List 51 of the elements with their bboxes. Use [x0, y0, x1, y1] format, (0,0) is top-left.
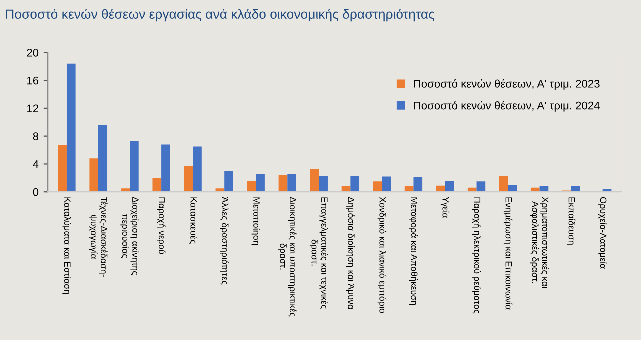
bar [414, 177, 423, 192]
legend-label: Ποσοστό κενών θέσεων, Α' τριμ. 2024 [414, 101, 600, 112]
bar [319, 176, 328, 192]
x-tick-label: Χρηματοπιστωτικές και Ασφαλιστικές δραστ. [530, 197, 550, 288]
y-tick-label: 16 [28, 76, 39, 85]
bar [310, 169, 320, 192]
y-tick-label: 8 [33, 132, 39, 140]
x-tick-label: Μεταφορά και Αποθήκευση [409, 198, 418, 306]
bar [152, 178, 162, 192]
bar [445, 180, 454, 192]
bar [288, 174, 296, 192]
bar [499, 176, 508, 192]
bar [373, 182, 382, 192]
x-tick-label: Διαχείριση ακίνητης περιουσίας [120, 197, 140, 276]
chart-title: Ποσοστό κενών θέσεων εργασίας ανά κλάδο οικονομικής δραστηριότητας [6, 8, 435, 22]
x-tick-label: Καταλύματα και Εστίαση [62, 198, 72, 294]
bar [508, 185, 518, 192]
bar [476, 182, 486, 192]
bar [184, 166, 194, 192]
bar [162, 144, 170, 192]
x-tick-label: Κατασκευές [189, 198, 198, 244]
x-tick-label: Παροχή ηλεκτρικού ρεύματος [472, 198, 482, 314]
x-tick-label: Επαγγελματικές και τεχνικές δραστ. [310, 198, 328, 309]
bar [90, 158, 99, 192]
x-tick-label: Ορυχεία-Λατομεία [598, 197, 608, 269]
y-tick-label: 20 [27, 48, 39, 57]
x-tick-label: Παροχή νερού [157, 198, 166, 254]
bar [382, 176, 392, 192]
y-tick-label: 12 [28, 104, 38, 112]
bar [130, 141, 139, 192]
y-tick-label: 4 [33, 160, 39, 168]
x-tick-label: Δημόσια διοίκηση και Άμυνα [346, 197, 356, 310]
bar [98, 125, 108, 192]
bar [66, 64, 76, 192]
bar [224, 171, 234, 192]
bar [256, 174, 265, 192]
x-tick-label: Υγεία [440, 197, 450, 218]
bar [58, 145, 67, 192]
x-tick-label: Άλλες δραστηριότητες [220, 196, 229, 285]
x-tick-label: Μεταποίηση [252, 198, 260, 246]
y-tick-label: 0 [33, 188, 39, 196]
bar [247, 180, 256, 192]
bar [350, 176, 360, 192]
x-tick-label: Χονδρικό και λιανικό εμπόριο [378, 197, 387, 314]
x-tick-label: Τέχνες-Διασκέδαση- ψυχαγωγία [89, 197, 108, 277]
x-tick-label: Ενημέρωση και Επικοινωνία [504, 198, 513, 310]
legend-label: Ποσοστό κενών θέσεων, Α' τριμ. 2023 [414, 79, 600, 90]
bar [193, 146, 202, 192]
bar [278, 175, 288, 192]
x-tick-label: Διοικητικές και υποστηρικτικές δραστ. [278, 197, 297, 317]
x-tick-label: Εκπαίδευση [567, 198, 576, 245]
